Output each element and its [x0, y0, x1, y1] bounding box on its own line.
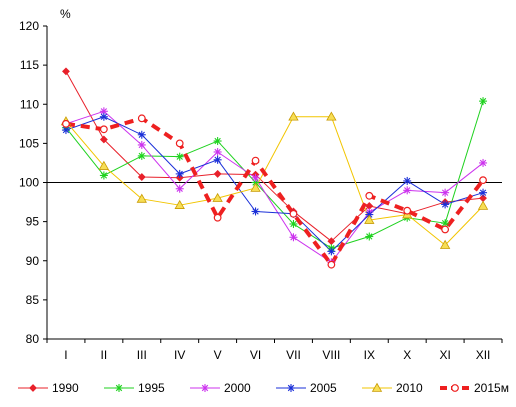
series-line-2005 [65, 116, 484, 252]
data-point-1990 [99, 135, 108, 144]
x-tick-label: IV [174, 348, 185, 362]
data-point-2010 [439, 239, 451, 249]
data-point-2015м [62, 119, 70, 128]
data-point-2015м [403, 206, 412, 215]
data-point-1995 [479, 97, 488, 106]
series-line-2015м [65, 116, 485, 267]
data-point-2015м [327, 260, 336, 269]
legend-label: 1995 [138, 381, 165, 395]
data-point-2010 [477, 200, 489, 210]
x-tick-label: XI [439, 348, 450, 362]
data-point-2015м [479, 176, 487, 185]
series-line-1995 [65, 100, 484, 249]
y-tick-label: 110 [20, 97, 39, 111]
data-point-2000 [441, 188, 450, 197]
data-point-2000 [99, 107, 108, 116]
data-point-2005 [403, 176, 412, 185]
legend-label: 2015м [474, 381, 509, 395]
data-point-1990 [137, 173, 146, 181]
x-tick-label: VIII [322, 348, 340, 362]
data-point-2010 [250, 182, 261, 192]
legend: 1990 1995 2000 2005 2010 2015м [18, 381, 509, 395]
data-point-2010 [364, 214, 375, 224]
data-point-2015м [251, 156, 260, 165]
y-tick-label: 80 [26, 332, 40, 346]
data-point-2015м [213, 213, 222, 222]
data-point-2005 [175, 169, 184, 178]
legend-marker-1995 [115, 384, 123, 392]
x-tick-label: V [214, 348, 222, 362]
x-tick-label: III [137, 348, 147, 362]
x-tick-label: X [403, 348, 411, 362]
data-point-2010 [326, 111, 337, 121]
y-tick-label: 85 [26, 293, 40, 307]
data-point-2000 [403, 186, 412, 195]
y-tick-label: 100 [19, 176, 39, 190]
data-point-2005 [441, 200, 450, 209]
data-point-2005 [479, 188, 488, 197]
data-point-2000 [251, 173, 260, 182]
legend-marker-2000 [201, 384, 209, 392]
data-point-2010 [288, 111, 299, 121]
data-point-2000 [479, 158, 488, 167]
y-tick-label: 120 [19, 19, 39, 33]
legend-label: 1990 [52, 381, 79, 395]
legend-marker-2015м [451, 384, 459, 392]
x-tick-label: IX [364, 348, 375, 362]
data-point-2015м [365, 191, 374, 200]
x-tick-label: I [64, 348, 67, 362]
data-point-2000 [137, 140, 146, 149]
data-point-2005 [365, 210, 374, 219]
data-point-1990 [62, 67, 70, 76]
data-point-2015м [99, 125, 108, 134]
y-tick-label: 115 [20, 58, 39, 72]
x-tick-label: VII [286, 348, 301, 362]
data-point-2010 [212, 192, 223, 202]
data-point-2000 [213, 147, 222, 156]
legend-label: 2000 [224, 381, 251, 395]
y-axis-unit-label: % [60, 7, 71, 21]
data-point-1995 [137, 151, 146, 160]
y-tick-label: 95 [26, 215, 40, 229]
data-point-2000 [289, 233, 298, 242]
data-point-1995 [99, 171, 108, 180]
data-point-2010 [98, 160, 110, 170]
data-point-2015м [175, 139, 184, 148]
data-point-2005 [213, 155, 222, 164]
legend-marker-2005 [287, 384, 295, 392]
data-point-2005 [251, 207, 260, 216]
data-point-2005 [99, 112, 108, 121]
data-point-2010 [174, 199, 185, 209]
legend-label: 2005 [310, 381, 337, 395]
data-point-2015м [289, 209, 298, 218]
data-point-2005 [137, 130, 146, 139]
legend-label: 2010 [396, 381, 423, 395]
data-point-1995 [175, 152, 184, 161]
data-point-1995 [213, 137, 222, 146]
y-tick-label: 90 [26, 254, 40, 268]
x-tick-label: XII [476, 348, 491, 362]
series-line-1990 [65, 71, 484, 242]
legend-marker-2010 [371, 382, 383, 392]
data-point-1990 [213, 169, 222, 178]
series-line-2010 [65, 116, 484, 246]
data-point-2000 [175, 184, 184, 193]
data-point-2015м [137, 114, 146, 123]
data-point-1995 [365, 232, 374, 241]
y-tick-label: 105 [19, 136, 39, 150]
data-point-2010 [136, 193, 147, 203]
data-point-2005 [327, 247, 336, 256]
data-point-2015м [441, 225, 450, 234]
x-tick-label: II [101, 348, 108, 362]
x-tick-label: VI [250, 348, 261, 362]
data-point-1995 [289, 219, 298, 228]
legend-marker-1990 [29, 384, 37, 392]
series-line-2000 [65, 110, 484, 263]
